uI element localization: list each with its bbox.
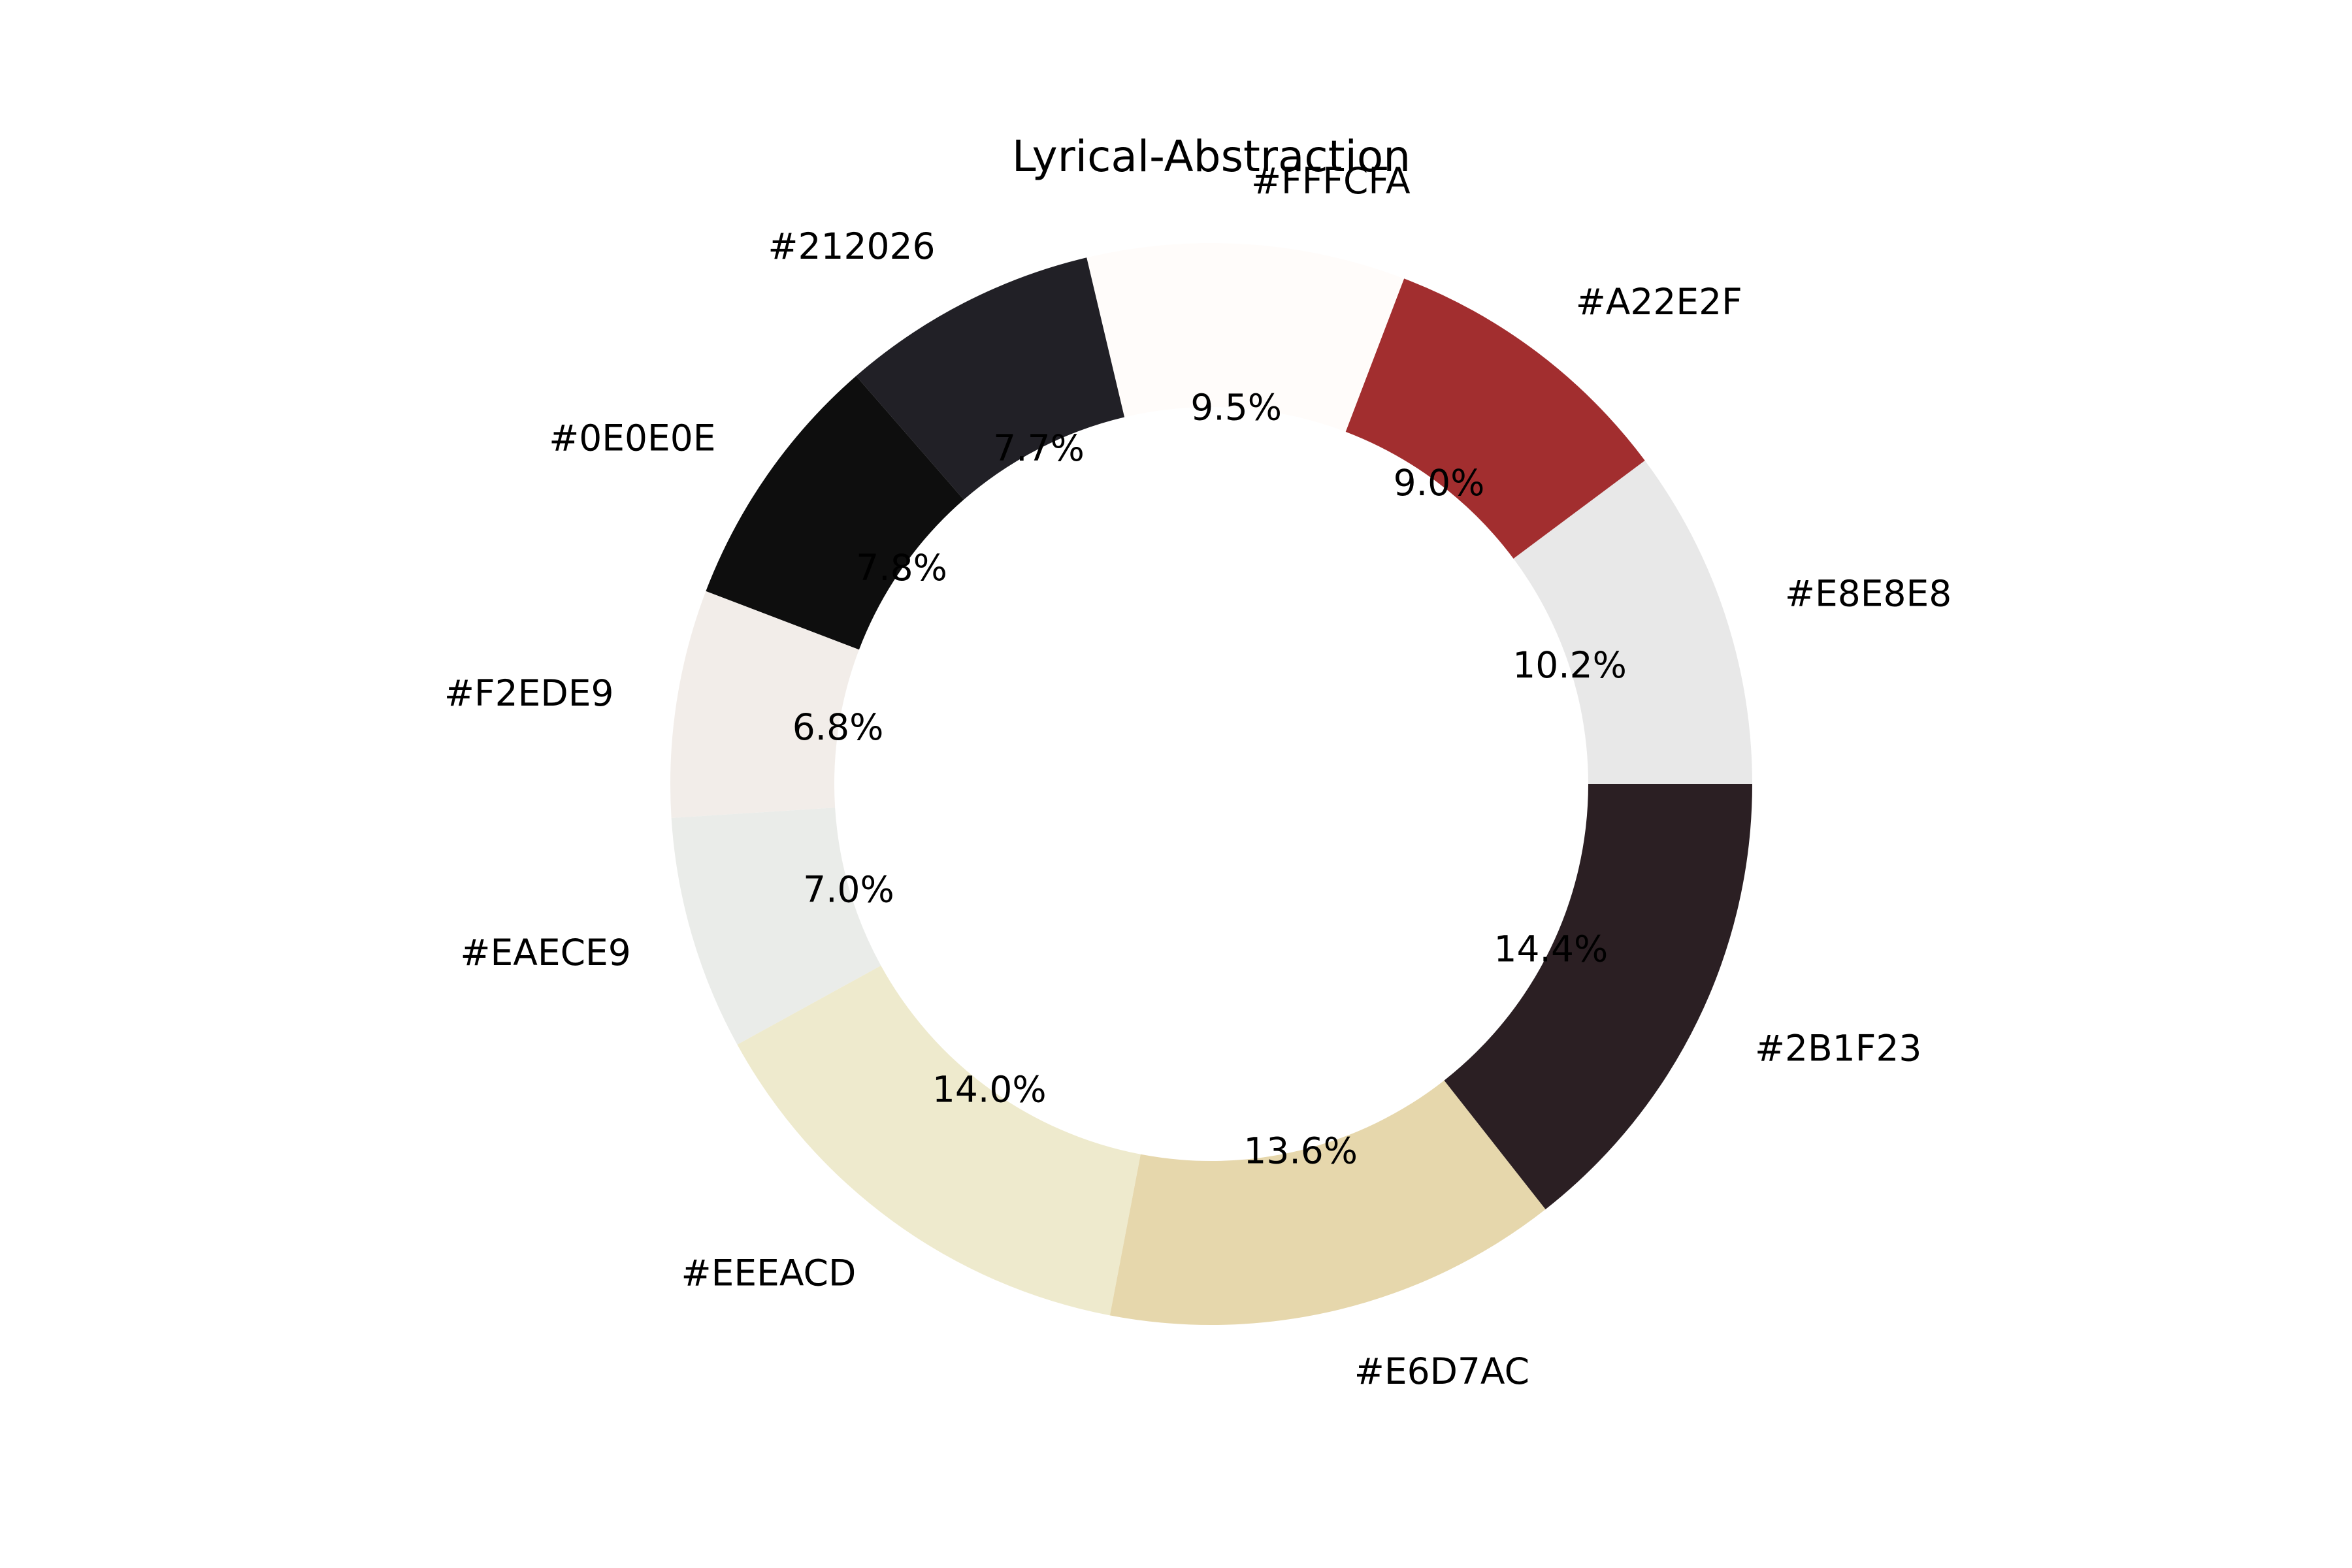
slice-label: #0E0E0E (549, 417, 715, 459)
slice-label: #E6D7AC (1354, 1350, 1529, 1392)
donut-slice (856, 257, 1125, 500)
slice-label: #E8E8E8 (1785, 573, 1952, 615)
donut-slice (1086, 242, 1405, 432)
donut-slice (1345, 278, 1645, 559)
slice-labels-group: #E8E8E8 #A22E2F #FFFCFA #212026 #0E0E0E #F2ED… (444, 160, 1952, 1392)
percent-label: 9.5% (1190, 386, 1282, 428)
slice-label: #EAECE9 (460, 932, 630, 973)
donut-slice (1109, 1080, 1546, 1325)
slice-label: #212026 (768, 225, 935, 267)
percent-label: 7.7% (993, 427, 1085, 469)
slice-label: #FFFCFA (1251, 160, 1411, 202)
percent-label: 14.4% (1494, 928, 1608, 970)
percent-label: 10.2% (1512, 644, 1627, 686)
percent-labels-group: 10.2% 9.0% 9.5% 7.7% 7.8% 6.8% 7.0% 14.0% 13.6% 1… (792, 386, 1627, 1171)
slice-label: #A22E2F (1576, 281, 1742, 323)
slice-label: #EEEACD (681, 1252, 857, 1294)
percent-label: 14.0% (932, 1069, 1047, 1111)
slice-label: #2B1F23 (1755, 1027, 1921, 1069)
donut-slice (1513, 460, 1752, 784)
percent-label: 7.8% (856, 547, 947, 589)
percent-label: 13.6% (1243, 1130, 1358, 1172)
percent-label: 7.0% (803, 868, 894, 910)
slices-group (670, 242, 1752, 1325)
slice-label: #F2EDE9 (444, 672, 614, 714)
donut-slice (706, 376, 964, 650)
percent-label: 9.0% (1394, 462, 1485, 504)
chart-title: Lyrical-Abstraction (1012, 131, 1411, 182)
percent-label: 6.8% (792, 706, 884, 748)
donut-slice (671, 808, 881, 1045)
donut-slice (737, 965, 1141, 1316)
donut-slice (1444, 784, 1752, 1210)
donut-slice (670, 591, 859, 818)
